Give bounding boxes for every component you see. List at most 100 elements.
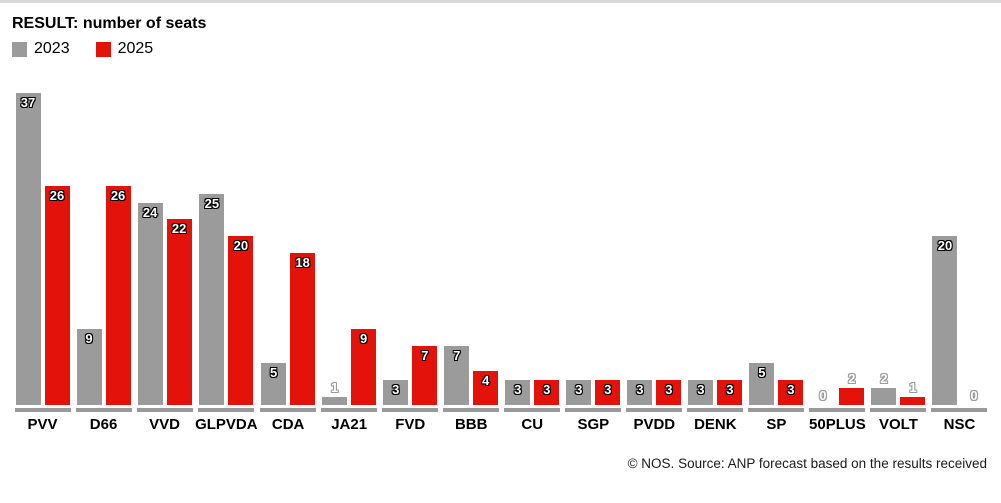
value-label-2025-sp: 3 — [787, 382, 795, 397]
legend-label-2025: 2025 — [117, 40, 154, 57]
bar-column-2023-d66: 9 — [76, 93, 102, 405]
x-axis-label-nsc: NSC — [943, 416, 976, 433]
x-axis-label-ja21: JA21 — [331, 416, 368, 433]
bar-2025-ja21 — [351, 329, 377, 405]
bar-2025-volt — [900, 397, 926, 405]
party-group-pvdd: 3 3 PVDD — [624, 93, 685, 433]
bar-2023-sgp — [566, 380, 592, 405]
value-label-2025-d66: 26 — [110, 188, 126, 203]
bar-2025-sp — [778, 380, 804, 405]
baseline-segment — [809, 408, 866, 412]
bar-column-2023-bbb: 7 — [444, 93, 470, 405]
bar-column-2025-50plus: 2 — [839, 93, 865, 405]
value-label-2023-pvdd: 3 — [636, 382, 644, 397]
baseline-segment — [14, 408, 71, 412]
party-group-ja21: 1 9 JA21 — [319, 93, 380, 433]
baseline-segment — [382, 408, 439, 412]
source-credit: © NOS. Source: ANP forecast based on the… — [627, 456, 987, 471]
bar-column-2025-glpvda: 20 — [228, 93, 254, 405]
x-axis-label-d66: D66 — [89, 416, 118, 433]
x-axis-label-cu: CU — [521, 416, 544, 433]
party-group-glpvda: 25 20 GLPVDA — [195, 93, 258, 433]
chart-legend: 2023 2025 — [12, 40, 153, 58]
bar-2023-ja21 — [322, 397, 348, 405]
x-axis-label-fvd: FVD — [395, 416, 426, 433]
value-label-2025-fvd: 7 — [421, 348, 429, 363]
baseline-segment — [931, 408, 988, 412]
legend-item-2025: 2025 — [95, 40, 154, 58]
bar-2025-cu — [534, 380, 560, 405]
baseline-segment — [870, 408, 927, 412]
bar-2023-sp — [749, 363, 775, 405]
x-axis-label-50plus: 50PLUS — [809, 416, 866, 433]
bar-column-2025-pvdd: 3 — [656, 93, 682, 405]
bar-pair: 9 26 — [76, 93, 131, 405]
bar-column-2025-bbb: 4 — [473, 93, 499, 405]
value-label-2025-cda: 18 — [295, 255, 310, 270]
value-label-2025-nsc: 0 — [970, 388, 978, 403]
bar-column-2023-sp: 5 — [749, 93, 775, 405]
legend-item-2023: 2023 — [12, 40, 70, 58]
party-group-pvv: 37 26 PVV — [12, 93, 73, 433]
bar-2023-fvd — [383, 380, 409, 405]
bar-2023-cda — [261, 363, 287, 405]
baseline-segment — [748, 408, 805, 412]
value-label-2025-glpvda: 20 — [233, 238, 249, 253]
x-axis-label-sgp: SGP — [577, 416, 610, 433]
value-label-2025-denk: 3 — [726, 382, 734, 397]
chart-title: RESULT: number of seats — [12, 15, 207, 32]
bar-column-2025-denk: 3 — [717, 93, 743, 405]
value-label-2025-pvdd: 3 — [665, 382, 673, 397]
legend-label-2023: 2023 — [34, 40, 70, 57]
value-label-2025-bbb: 4 — [482, 373, 490, 388]
baseline-segment — [75, 408, 132, 412]
bar-2025-sgp — [595, 380, 621, 405]
bar-column-2023-denk: 3 — [688, 93, 714, 405]
bar-column-2025-ja21: 9 — [351, 93, 377, 405]
value-label-2023-glpvda: 25 — [204, 196, 220, 211]
top-divider — [0, 0, 1001, 3]
bar-column-2025-sgp: 3 — [595, 93, 621, 405]
legend-swatch-2025 — [95, 41, 111, 57]
party-group-nsc: 20 0 NSC — [929, 93, 990, 433]
bar-2023-d66 — [76, 329, 102, 405]
bar-2023-vvd — [137, 203, 163, 405]
value-label-2023-bbb: 7 — [453, 348, 461, 363]
party-group-sp: 5 3 SP — [746, 93, 807, 433]
bar-column-2023-vvd: 24 — [137, 93, 163, 405]
bar-column-2025-fvd: 7 — [412, 93, 438, 405]
legend-swatch-2023 — [12, 41, 27, 57]
bar-2025-fvd — [412, 346, 438, 405]
bar-column-2025-volt: 1 — [900, 93, 926, 405]
baseline-segment — [504, 408, 561, 412]
bar-2025-vvd — [166, 219, 192, 405]
x-axis-label-bbb: BBB — [454, 416, 488, 433]
bar-column-2025-vvd: 22 — [166, 93, 192, 405]
bar-pair: 5 18 — [261, 93, 316, 405]
value-label-2023-denk: 3 — [697, 382, 705, 397]
value-label-2023-cu: 3 — [514, 382, 522, 397]
baseline-segment — [687, 408, 744, 412]
bar-column-2023-cu: 3 — [505, 93, 531, 405]
bar-column-2023-ja21: 1 — [322, 93, 348, 405]
value-label-2023-sp: 5 — [758, 365, 766, 380]
baseline-segment — [443, 408, 500, 412]
party-group-vvd: 24 22 VVD — [134, 93, 195, 433]
value-label-2023-cda: 5 — [270, 365, 278, 380]
bar-column-2023-fvd: 3 — [383, 93, 409, 405]
value-label-2025-pvv: 26 — [49, 188, 65, 203]
bar-column-2025-d66: 26 — [105, 93, 131, 405]
baseline-segment — [626, 408, 683, 412]
bar-2023-pvdd — [627, 380, 653, 405]
bar-2025-d66 — [105, 186, 131, 405]
value-label-2025-50plus: 2 — [848, 371, 856, 386]
party-group-cu: 3 3 CU — [502, 93, 563, 433]
x-axis-label-pvdd: PVDD — [633, 416, 676, 433]
x-axis-label-cda: CDA — [271, 416, 305, 433]
bar-column-2023-pvdd: 3 — [627, 93, 653, 405]
